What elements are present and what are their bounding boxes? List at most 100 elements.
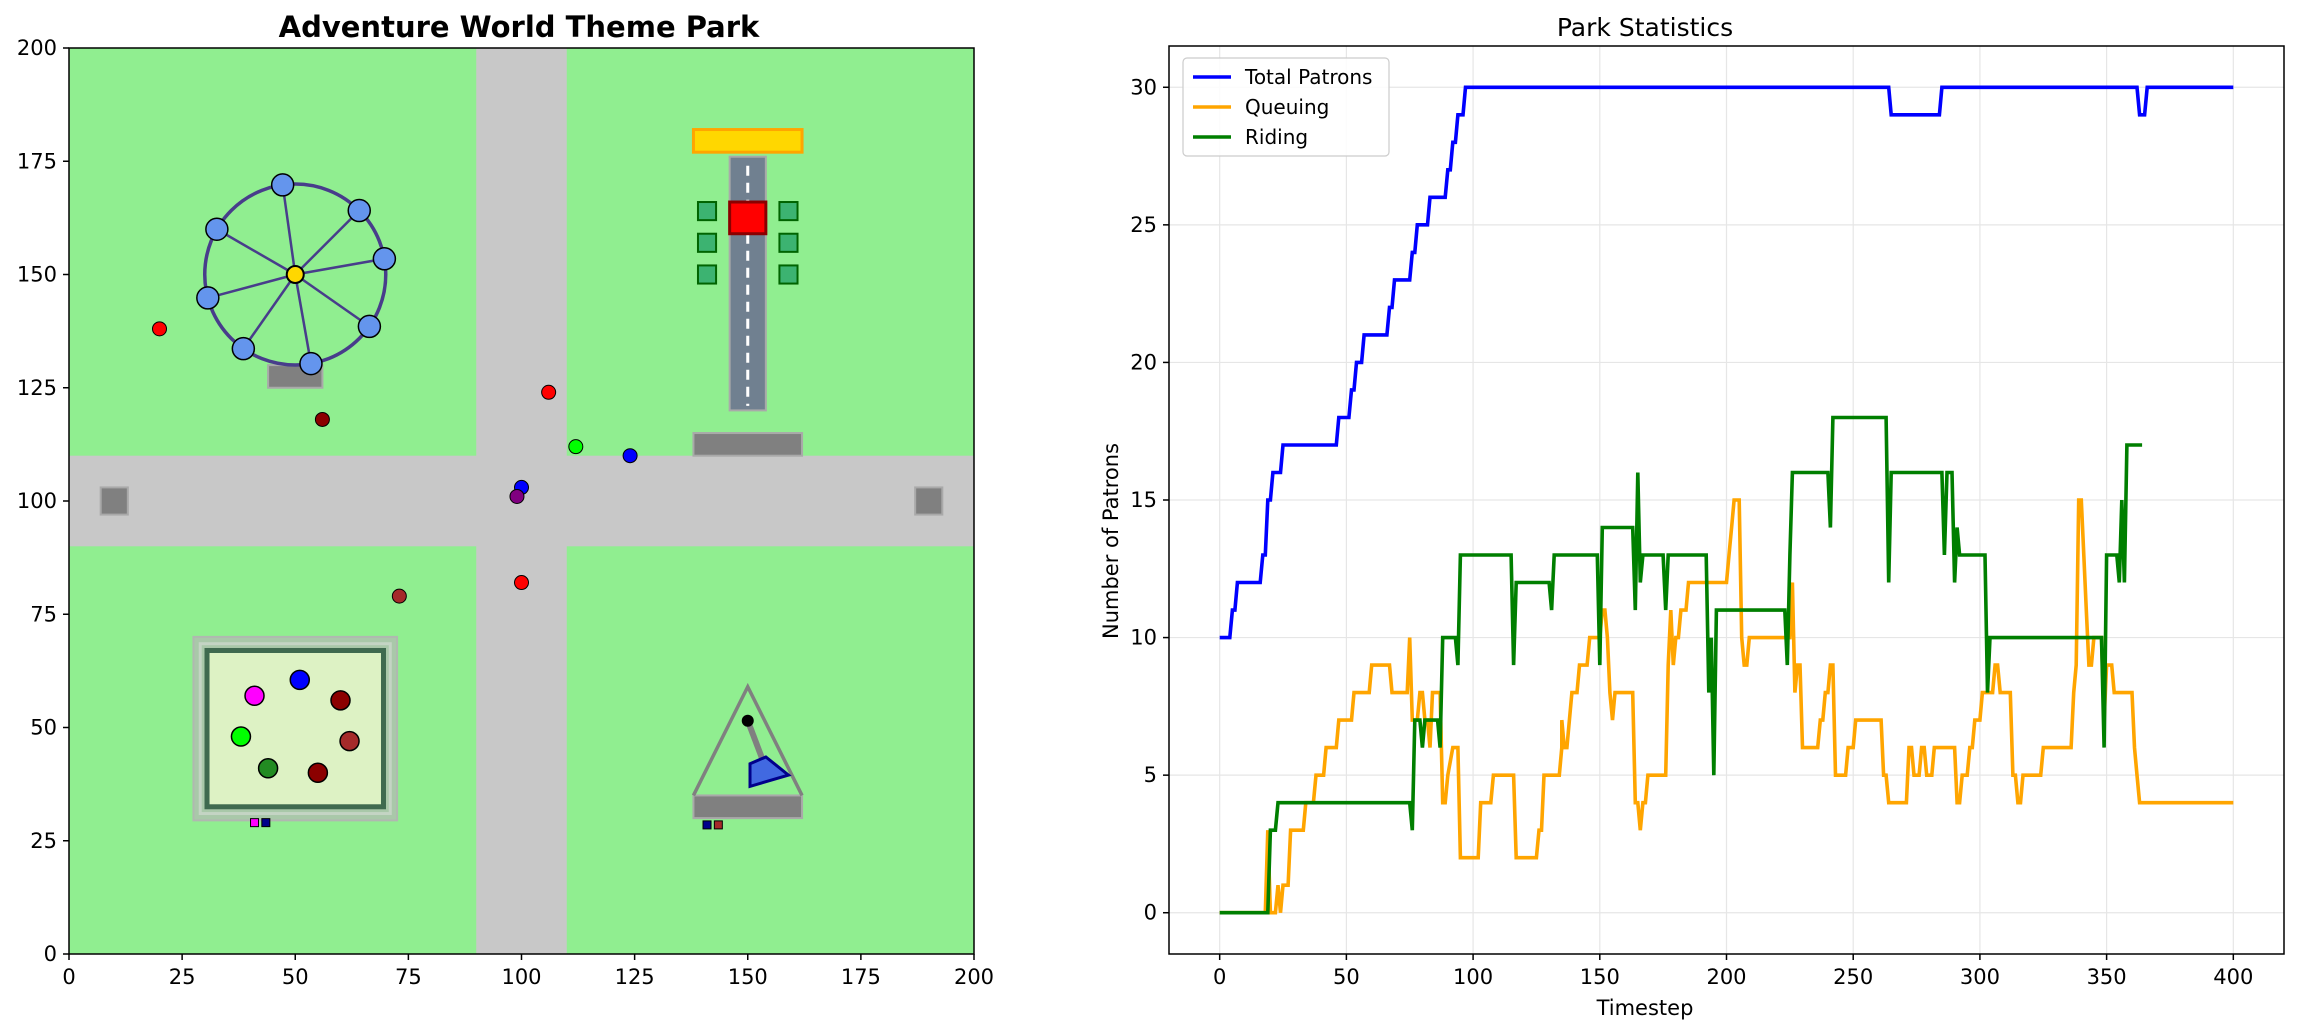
pirate-ship-frame: [691, 682, 804, 797]
ferris-wheel-rim: [203, 182, 388, 367]
patron-dot: [568, 439, 584, 455]
pirate-ship-base: [692, 794, 804, 820]
x-tick-label: 75: [395, 965, 422, 989]
x-tick-label: 100: [1453, 965, 1493, 989]
y-tick-label: 125: [17, 376, 57, 400]
bumper-car: [230, 726, 252, 747]
x-tick-label: 25: [169, 965, 196, 989]
y-axis-label: Number of Patrons: [1099, 443, 1123, 639]
bumper-car: [289, 669, 311, 691]
x-tick-label: 350: [2087, 965, 2127, 989]
patron-dot: [314, 411, 330, 427]
drop-tower-shaft: [728, 155, 767, 412]
queue-patron: [713, 820, 723, 830]
ferris-wheel-spoke: [216, 228, 296, 276]
legend-box: [1182, 57, 1390, 157]
x-tick-label: 50: [1333, 965, 1360, 989]
ferris-wheel-spoke: [294, 274, 313, 364]
park-map-content: [69, 48, 974, 954]
queue-patron: [261, 818, 271, 828]
total-patrons-line: [1219, 85, 2234, 640]
ferris-wheel-car: [347, 198, 371, 223]
park-map-title: Adventure World Theme Park: [279, 10, 760, 44]
bumper-car: [339, 730, 360, 752]
y-tick-label: 150: [17, 263, 57, 287]
riding-line: [1219, 415, 2143, 915]
bench-west: [99, 486, 129, 516]
bumper-car: [257, 758, 279, 779]
x-tick-label: 0: [1213, 965, 1226, 989]
drop-tower-seat: [696, 264, 718, 285]
ferris-wheel-car: [372, 247, 397, 271]
ferris-wheel-hub: [285, 265, 305, 284]
ferris-wheel-car: [196, 286, 220, 310]
legend-label: Total Patrons: [1244, 65, 1372, 89]
park-map-panel: Adventure World Theme Park 0 25 50 75 100 125…: [17, 10, 994, 989]
ferris-wheel-car: [357, 314, 382, 339]
x-tick-label: 100: [501, 965, 541, 989]
bumper-car: [330, 690, 351, 711]
ferris-wheel-car: [270, 173, 295, 197]
drop-tower-seat: [696, 201, 718, 222]
park-map-axes: 0 25 50 75 100 125 150 175 200 0 25 50 75 100 125 150 17…: [17, 36, 994, 989]
ferris-wheel-spoke: [281, 184, 297, 275]
bumper-car: [307, 762, 329, 784]
ferris-wheel-spoke: [294, 209, 361, 276]
ferris-wheel-spoke: [242, 273, 297, 350]
drop-tower-top: [691, 128, 804, 154]
y-tick-label: 30: [1130, 75, 1157, 99]
queue-patron: [702, 820, 712, 830]
ferris-wheel-car: [299, 351, 323, 376]
x-tick-label: 200: [954, 965, 994, 989]
y-tick-label: 75: [30, 602, 57, 626]
x-tick-label: 150: [1580, 965, 1620, 989]
pirate-ship-pivot: [741, 714, 754, 727]
x-tick-label: 250: [1833, 965, 1873, 989]
y-tick-label: 100: [17, 489, 57, 513]
legend-label: Queuing: [1245, 95, 1329, 119]
queue-patron: [250, 818, 260, 828]
x-tick-label: 400: [2213, 965, 2253, 989]
y-tick-label: 10: [1130, 626, 1157, 650]
chart-grid: [1169, 46, 2284, 954]
y-tick-label: 0: [1144, 901, 1157, 925]
pirate-ship-boat: [748, 755, 792, 789]
patron-dot: [391, 588, 407, 604]
x-axis-label: Timestep: [1596, 996, 1694, 1020]
y-tick-label: 25: [30, 829, 57, 853]
x-tick-label: 200: [1706, 965, 1746, 989]
patron-dot: [622, 448, 638, 464]
bumper-car: [244, 685, 265, 707]
patron-dot: [541, 384, 557, 400]
y-tick-label: 20: [1130, 350, 1157, 374]
y-tick-label: 200: [17, 36, 57, 60]
drop-tower-seat: [778, 232, 799, 253]
x-tick-label: 175: [841, 965, 881, 989]
x-tick-label: 125: [615, 965, 655, 989]
ferris-wheel-spoke: [207, 273, 296, 300]
x-tick-label: 0: [62, 965, 75, 989]
y-tick-label: 175: [17, 149, 57, 173]
y-tick-label: 0: [44, 942, 57, 966]
x-tick-label: 300: [1960, 965, 2000, 989]
y-tick-label: 5: [1144, 763, 1157, 787]
drop-tower-seat: [778, 201, 799, 222]
y-tick-label: 15: [1130, 488, 1157, 512]
ferris-wheel-car: [231, 336, 256, 361]
drop-tower-base: [692, 432, 804, 457]
ferris-wheel-spoke: [295, 257, 385, 276]
chart-axes: 0 50 100 150 200 250 300 350 400 0 5 10 15 20 25 30: [1130, 45, 2285, 989]
y-tick-label: 50: [30, 716, 57, 740]
chart-legend: Total Patrons Queuing Riding: [1182, 57, 1390, 157]
patron-dot: [514, 575, 529, 591]
bumper-arena-rail: [198, 642, 392, 816]
drop-tower-seat: [778, 264, 799, 285]
bench-east: [914, 486, 944, 516]
x-tick-label: 150: [728, 965, 768, 989]
ferris-wheel-car: [205, 217, 229, 241]
y-tick-label: 25: [1130, 213, 1157, 237]
chart-title: Park Statistics: [1557, 13, 1733, 42]
ferris-wheel-spoke: [294, 273, 371, 328]
patron-dot: [509, 488, 525, 504]
